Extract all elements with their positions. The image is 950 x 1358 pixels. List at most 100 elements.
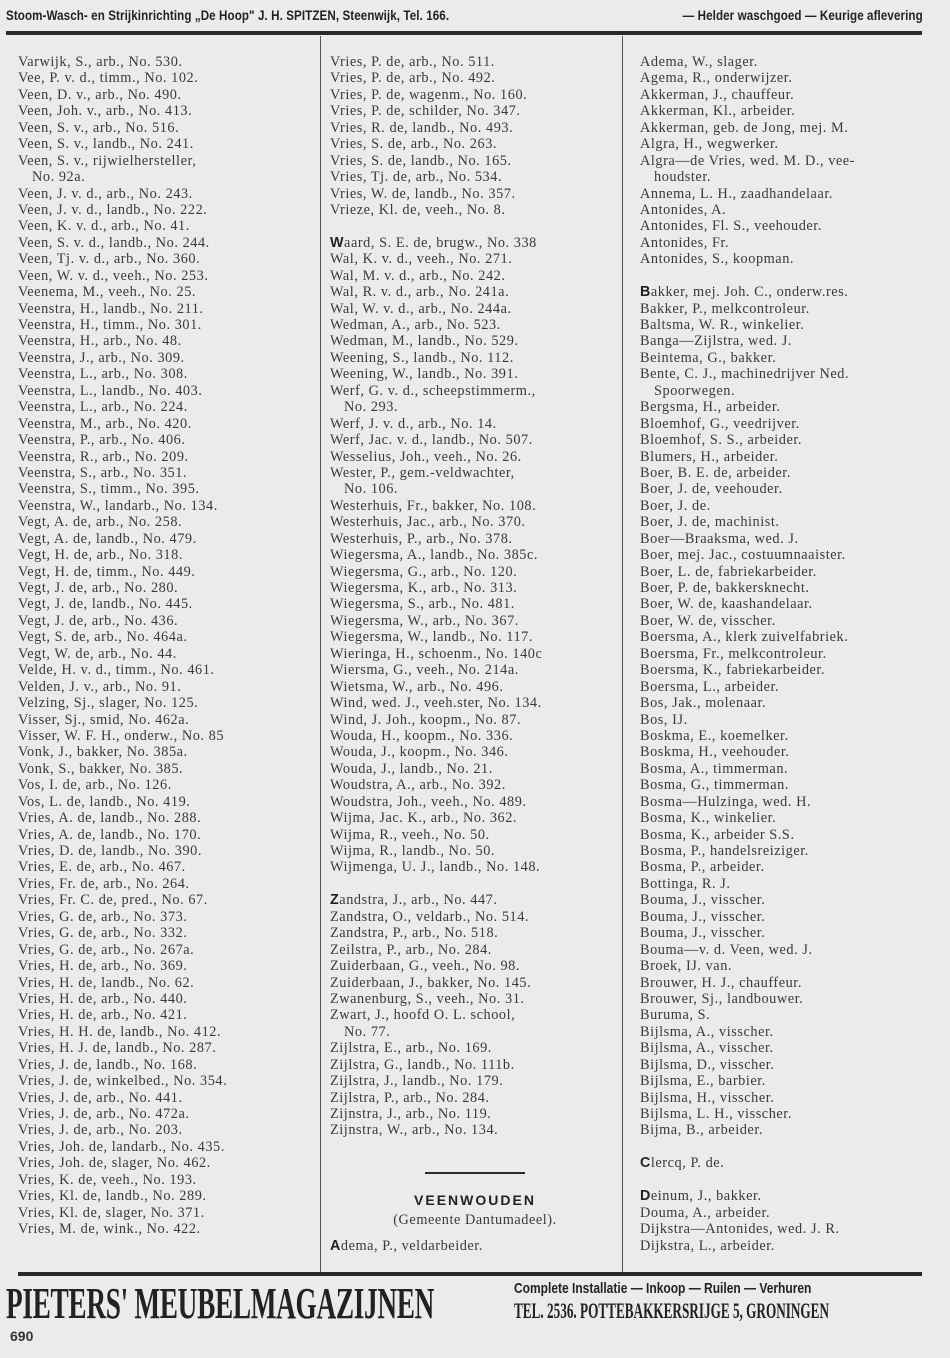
column-divider <box>320 36 321 1274</box>
list-item: Vries, J. de, winkelbed., No. 354. <box>18 1073 228 1090</box>
entry-initial: Z <box>330 892 340 909</box>
list-item: Boer, P. de, bakkersknecht. <box>640 580 810 596</box>
list-item: Wouda, J., koopm., No. 346. <box>330 744 509 761</box>
blank-line <box>640 1172 855 1188</box>
list-item: Vries, Kl. de, slager, No. 371. <box>18 1204 205 1221</box>
list-item: Wieringa, H., schoenm., No. 140c <box>330 645 543 662</box>
list-item: Vries, H. de, landb., No. 62. <box>18 974 195 991</box>
entry-initial: W <box>330 234 345 251</box>
list-item: Spoorwegen. <box>654 382 736 399</box>
blank-line <box>640 1139 855 1155</box>
list-item: Zijnstra, W., arb., No. 134. <box>330 1122 499 1139</box>
list-item: Bakker, P., melkcontroleur. <box>640 300 810 317</box>
entry-initial: D <box>640 1188 651 1205</box>
list-item: Bijlsma, E., barbier. <box>640 1073 766 1090</box>
list-item: Vries, Joh. de, slager, No. 462. <box>18 1155 211 1172</box>
list-item: Vonk, J., bakker, No. 385a. <box>18 744 188 761</box>
list-item: Bouma, J., visscher. <box>640 925 766 942</box>
list-item: Veenstra, S., timm., No. 395. <box>18 481 200 498</box>
list-item: Boersma, A., klerk zuivelfabriek. <box>640 629 849 646</box>
list-item: Bosma, P., handelsreiziger. <box>640 843 809 859</box>
list-item: Vries, G. de, arb., No. 332. <box>18 925 188 942</box>
list-item: Vries, Fr. C. de, pred., No. 67. <box>18 892 208 909</box>
list-item: Bosma, G., timmerman. <box>640 777 789 794</box>
list-item: Antonides, A. <box>640 201 727 218</box>
list-item: Deinum, J., bakker. <box>640 1188 855 1204</box>
list-item: Vries, Fr. de, arb., No. 264. <box>18 875 190 892</box>
list-item: Wiersma, G., veeh., No. 214a. <box>330 662 519 679</box>
list-item: Vos, L. de, landb., No. 419. <box>18 793 191 810</box>
list-item: Vries, Joh. de, landarb., No. 435. <box>18 1138 225 1155</box>
list-item: Boskma, H., veehouder. <box>640 744 790 761</box>
blank-line <box>330 876 542 892</box>
list-item: Vries, P. de, schilder, No. 347. <box>330 103 521 120</box>
list-item: Bouma, J., visscher. <box>640 892 766 909</box>
list-item: Vries, J. de, arb., No. 441. <box>18 1089 183 1106</box>
list-item: Bosma—Hulzinga, wed. H. <box>640 793 812 810</box>
list-item: Zandstra, O., veldarb., No. 514. <box>330 908 530 925</box>
list-item: Veenstra, L., landb., No. 403. <box>18 382 203 399</box>
list-item: Veenema, M., veeh., No. 25. <box>18 284 197 301</box>
list-item: Veenstra, H., landb., No. 211. <box>18 300 204 317</box>
list-item: Vegt, S. de, arb., No. 464a. <box>18 629 188 646</box>
list-item: Boskma, E., koemelker. <box>640 727 789 744</box>
list-item: Akkerman, Kl., arbeider. <box>640 103 796 120</box>
list-item: Veen, S. v. d., landb., No. 244. <box>18 234 210 251</box>
list-item: Bloemhof, S. S., arbeider. <box>640 432 803 449</box>
list-item: Vries, G. de, arb., No. 267a. <box>18 941 195 958</box>
list-item: Vries, K. de, veeh., No. 193. <box>18 1171 197 1188</box>
list-item: Blumers, H., arbeider. <box>640 448 779 465</box>
list-item: Boer, J. de, machinist. <box>640 514 780 531</box>
list-item: Zijlstra, E., arb., No. 169. <box>330 1040 492 1057</box>
list-item: Veen, S. v., rijwielhersteller, <box>18 152 197 169</box>
list-item: Zwart, J., hoofd O. L. school, <box>330 1007 516 1024</box>
footer-advert-brand: PIETERS' MEUBELMAGAZIJNEN <box>6 1279 435 1328</box>
list-item: Bente, C. J., machinedrijver Ned. <box>640 366 850 383</box>
list-item: Akkerman, geb. de Jong, mej. M. <box>640 119 849 136</box>
list-item: Wouda, J., landb., No. 21. <box>330 760 493 777</box>
list-item: Bos, Jak., molenaar. <box>640 695 767 712</box>
list-item: Brouwer, H. J., chauffeur. <box>640 974 802 991</box>
list-item: Wal, M. v. d., arb., No. 242. <box>330 267 506 284</box>
list-item: Broek, IJ. van. <box>640 958 733 975</box>
list-item: Wal, R. v. d., arb., No. 241a. <box>330 284 510 301</box>
list-item: Wester, P., gem.-veldwachter, <box>330 464 515 481</box>
list-item: Boer, W. de, visscher. <box>640 612 776 629</box>
list-item: Zandstra, J., arb., No. 447. <box>330 892 542 908</box>
list-item: Wind, J. Joh., koopm., No. 87. <box>330 711 522 728</box>
section-subtitle: (Gemeente Dantumadeel). <box>393 1212 557 1228</box>
running-header: Stoom-Wasch- en Strijkinrichting „De Hoo… <box>6 8 923 23</box>
list-item: Vos, I. de, arb., No. 126. <box>18 777 172 794</box>
list-item: Brouwer, Sj., landbouwer. <box>640 990 804 1007</box>
list-item: Veen, S. v., arb., No. 516. <box>18 119 180 136</box>
list-item: Boer, B. E. de, arbeider. <box>640 464 791 481</box>
entry-text: akker, mej. Joh. C., onderw.res. <box>650 284 849 301</box>
list-item: No. 293. <box>344 399 399 416</box>
list-item: houdster. <box>654 169 711 186</box>
list-item: Bijlsma, A., visscher. <box>640 1040 774 1057</box>
list-item: Vegt, A. de, arb., No. 258. <box>18 514 183 531</box>
list-item: Wiegersma, G., arb., No. 120. <box>330 563 518 580</box>
list-item: Vries, M. de, wink., No. 422. <box>18 1221 201 1238</box>
list-item: Beintema, G., bakker. <box>640 349 777 366</box>
list-item: Bottinga, R. J. <box>640 875 731 892</box>
entry-initial: A <box>330 1238 341 1254</box>
list-item: No. 92a. <box>32 169 86 186</box>
list-item: Vries, A. de, landb., No. 170. <box>18 826 202 843</box>
page-number: 690 <box>10 1328 34 1344</box>
list-item: Dijkstra—Antonides, wed. J. R. <box>640 1221 840 1238</box>
list-item: Wedman, M., landb., No. 529. <box>330 333 519 350</box>
list-item: Veenstra, H., arb., No. 48. <box>18 333 182 350</box>
list-item: Wal, W. v. d., arb., No. 244a. <box>330 300 512 317</box>
list-item: Bijlsma, D., visscher. <box>640 1056 775 1073</box>
list-item: Wiegersma, S., arb., No. 481. <box>330 596 515 613</box>
list-item: No. 77. <box>344 1023 391 1040</box>
list-item: Vries, J. de, arb., No. 472a. <box>18 1106 190 1122</box>
list-item: Bergsma, H., arbeider. <box>640 399 781 416</box>
entry-initial: C <box>640 1155 651 1172</box>
list-item: Bijlsma, L. H., visscher. <box>640 1106 792 1122</box>
list-item: Vries, S. de, landb., No. 165. <box>330 152 512 169</box>
list-item: Zuiderbaan, J., bakker, No. 145. <box>330 974 532 991</box>
column-divider <box>622 36 623 1274</box>
list-item: Vee, P. v. d., timm., No. 102. <box>18 70 199 87</box>
